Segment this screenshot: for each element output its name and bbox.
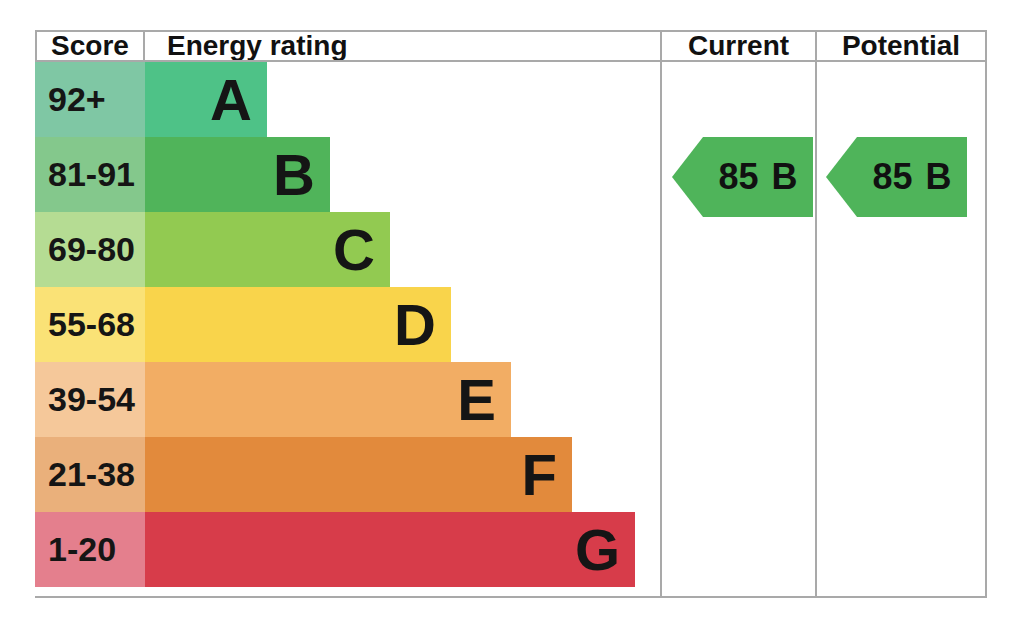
potential-rating-score: 85 <box>872 156 912 198</box>
band-rows: 92+ A 81-91 B 69-80 C 55-68 D <box>35 62 662 587</box>
rating-letter-e: E <box>457 371 496 429</box>
rating-letter-d: D <box>394 296 436 354</box>
band-row-a: 92+ A <box>35 62 662 137</box>
current-column-header: Current <box>662 30 817 62</box>
rating-bar-a: A <box>145 62 267 137</box>
potential-rating-arrow: 85 B <box>826 137 967 217</box>
rating-letter-c: C <box>333 221 375 279</box>
rating-bar-c: C <box>145 212 390 287</box>
rating-bar-d: D <box>145 287 451 362</box>
current-potential-divider <box>815 62 817 596</box>
rating-letter-b: B <box>273 146 315 204</box>
rating-letter-f: F <box>522 446 557 504</box>
energy-rating-column-header: Energy rating <box>145 30 662 62</box>
band-row-f: 21-38 F <box>35 437 662 512</box>
potential-column-header: Potential <box>817 30 987 62</box>
band-row-d: 55-68 D <box>35 287 662 362</box>
score-range-e: 39-54 <box>35 362 145 437</box>
current-rating-letter: B <box>772 156 798 198</box>
band-row-g: 1-20 G <box>35 512 662 587</box>
score-range-f: 21-38 <box>35 437 145 512</box>
rating-bar-g: G <box>145 512 635 587</box>
current-rating-score: 85 <box>718 156 758 198</box>
epc-rating-chart: Score Energy rating Current Potential 92… <box>0 0 1024 637</box>
potential-rating-letter: B <box>926 156 952 198</box>
rating-bar-b: B <box>145 137 330 212</box>
table-bottom-border <box>35 596 987 598</box>
rating-bar-e: E <box>145 362 511 437</box>
epc-table: Score Energy rating Current Potential 92… <box>35 30 987 598</box>
rating-bar-f: F <box>145 437 572 512</box>
band-row-e: 39-54 E <box>35 362 662 437</box>
score-column-header: Score <box>35 30 145 62</box>
potential-column-right-border <box>985 62 987 596</box>
band-row-c: 69-80 C <box>35 212 662 287</box>
header-row: Score Energy rating Current Potential <box>35 30 987 62</box>
score-range-c: 69-80 <box>35 212 145 287</box>
band-row-b: 81-91 B <box>35 137 662 212</box>
score-range-d: 55-68 <box>35 287 145 362</box>
rating-letter-a: A <box>210 71 252 129</box>
current-rating-arrow: 85 B <box>672 137 813 217</box>
current-column-left-border <box>660 62 662 596</box>
score-range-b: 81-91 <box>35 137 145 212</box>
rating-letter-g: G <box>575 521 620 579</box>
score-range-g: 1-20 <box>35 512 145 587</box>
score-range-a: 92+ <box>35 62 145 137</box>
